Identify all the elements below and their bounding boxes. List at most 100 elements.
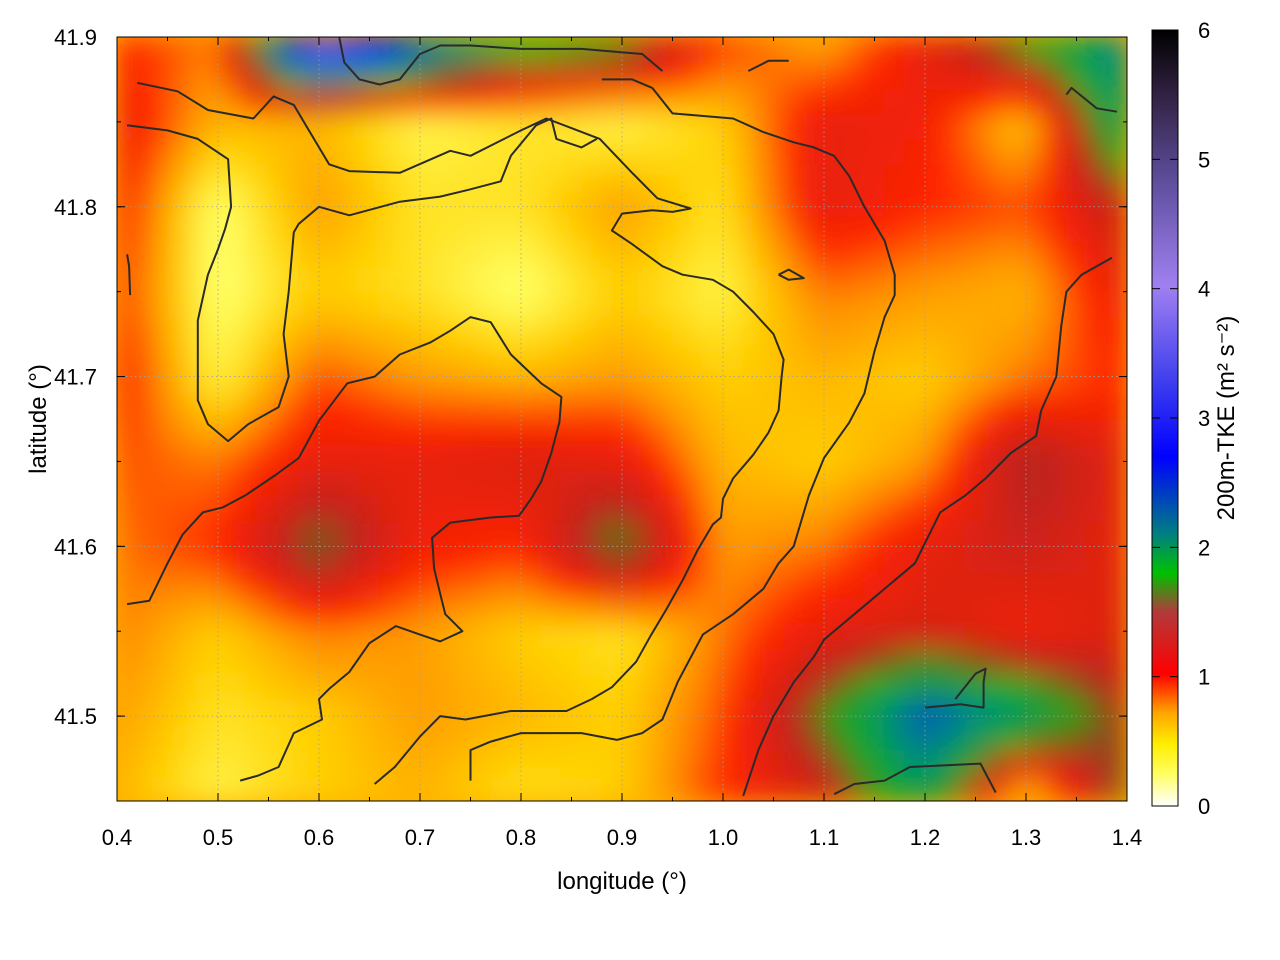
- heat-cell: [621, 443, 644, 471]
- heat-cell: [722, 316, 745, 344]
- heat-cell: [641, 316, 664, 344]
- heat-cell: [621, 341, 644, 370]
- heat-cell: [297, 37, 320, 64]
- heat-cell: [560, 596, 583, 624]
- heat-cell: [398, 86, 421, 115]
- heat-cell: [439, 621, 462, 650]
- heat-cell: [1105, 723, 1127, 752]
- heat-cell: [520, 316, 543, 344]
- heat-cell: [984, 545, 1007, 573]
- heat-cell: [237, 596, 260, 624]
- heat-cell: [398, 316, 421, 344]
- heat-cell: [1085, 239, 1108, 268]
- heat-cell: [540, 723, 563, 752]
- heat-cell: [903, 596, 926, 624]
- contour-lines: [126, 37, 1118, 797]
- heat-cell: [1065, 137, 1088, 166]
- heat-cell: [903, 494, 926, 522]
- heat-cell: [661, 621, 684, 650]
- heat-cell: [398, 519, 421, 548]
- heat-cell: [257, 774, 280, 801]
- heat-cell: [621, 290, 644, 319]
- contour-line: [126, 254, 132, 296]
- heat-cell: [964, 112, 987, 140]
- heat-cell: [802, 494, 825, 522]
- heat-cell: [701, 367, 724, 395]
- heat-cell: [237, 519, 260, 548]
- colorbar-tick-label: 0: [1198, 794, 1210, 819]
- heat-cell: [1004, 214, 1027, 242]
- heat-cell: [1045, 647, 1068, 675]
- heat-cell: [136, 188, 159, 217]
- heat-cell: [762, 672, 785, 701]
- heat-cell: [681, 316, 704, 344]
- heat-cell: [257, 239, 280, 268]
- heat-cell: [196, 494, 219, 522]
- heat-cell: [621, 61, 644, 89]
- heat-cell: [661, 545, 684, 573]
- heat-cell: [358, 316, 381, 344]
- heat-cell: [580, 367, 603, 395]
- heat-cell: [722, 494, 745, 522]
- heat-cell: [217, 188, 240, 217]
- heat-cell: [117, 392, 139, 420]
- heat-cell: [117, 596, 139, 624]
- heat-cell: [883, 545, 906, 573]
- heat-cell: [419, 367, 442, 395]
- heat-cell: [600, 239, 623, 268]
- heat-cell: [600, 723, 623, 752]
- heat-cell: [237, 698, 260, 726]
- heat-cell: [1025, 570, 1048, 599]
- heat-cell: [196, 163, 219, 191]
- heat-cell: [1065, 672, 1088, 701]
- heat-cell: [419, 672, 442, 701]
- heat-cell: [338, 137, 361, 166]
- heat-cell: [117, 494, 139, 522]
- heat-cell: [520, 647, 543, 675]
- heat-cell: [479, 188, 502, 217]
- heat-cell: [924, 163, 947, 191]
- heat-cell: [681, 519, 704, 548]
- heat-cell: [459, 418, 482, 446]
- heat-cell: [378, 341, 401, 370]
- heat-cell: [196, 570, 219, 599]
- heat-cell: [419, 265, 442, 293]
- heat-cell: [297, 647, 320, 675]
- heat-cell: [176, 214, 199, 242]
- heat-cell: [277, 621, 300, 650]
- heat-cell: [419, 621, 442, 650]
- heat-cell: [479, 621, 502, 650]
- heat-cell: [1025, 290, 1048, 319]
- heat-cell: [117, 418, 139, 446]
- heat-cell: [277, 367, 300, 395]
- heat-cell: [318, 137, 341, 166]
- heat-cell: [762, 37, 785, 64]
- heat-cell: [1105, 494, 1127, 522]
- heat-cell: [1045, 519, 1068, 548]
- heat-cell: [984, 214, 1007, 242]
- heat-cell: [338, 61, 361, 89]
- heat-cell: [1004, 290, 1027, 319]
- heat-cell: [944, 545, 967, 573]
- heat-cell: [964, 468, 987, 497]
- heat-cell: [459, 367, 482, 395]
- heat-cell: [722, 214, 745, 242]
- heat-cell: [843, 723, 866, 752]
- heat-cell: [843, 290, 866, 319]
- heat-cell: [823, 214, 846, 242]
- heat-cell: [520, 723, 543, 752]
- heat-cell: [1085, 596, 1108, 624]
- heat-cell: [297, 443, 320, 471]
- heat-cell: [117, 341, 139, 370]
- heat-cell: [540, 494, 563, 522]
- heat-cell: [782, 570, 805, 599]
- contour-line: [469, 78, 896, 781]
- heat-cell: [378, 392, 401, 420]
- heat-cell: [1004, 494, 1027, 522]
- heat-cell: [621, 316, 644, 344]
- heat-cell: [1065, 163, 1088, 191]
- heat-cell: [883, 163, 906, 191]
- heat-cell: [722, 239, 745, 268]
- heat-cell: [1004, 112, 1027, 140]
- heat-cell: [762, 596, 785, 624]
